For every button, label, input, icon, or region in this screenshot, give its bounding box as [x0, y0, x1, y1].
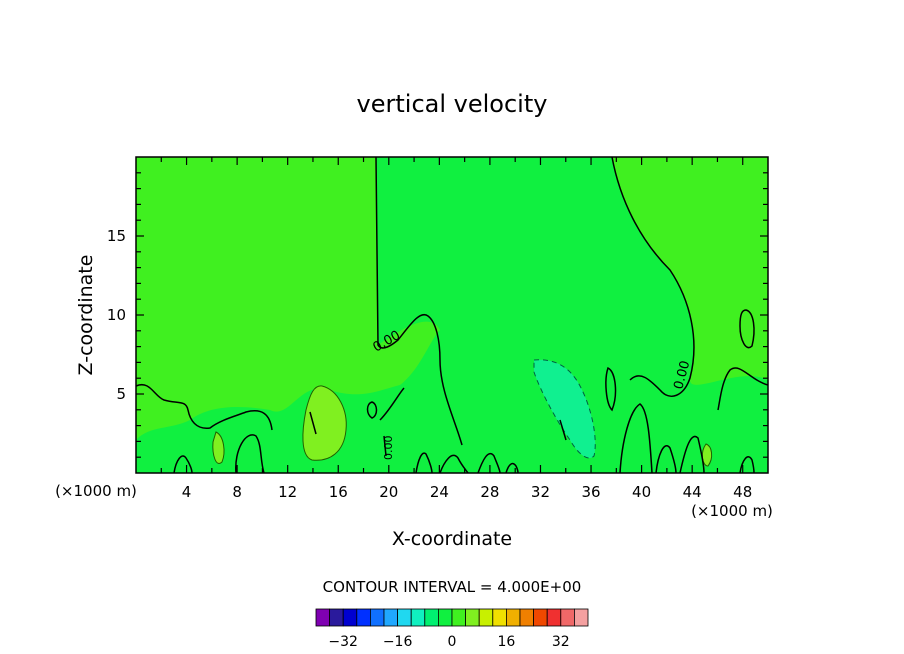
- contour-bottom-9: [679, 435, 705, 474]
- contour-interval-text: CONTOUR INTERVAL = 4.000E+00: [323, 578, 582, 596]
- zero-contour-left: [135, 383, 273, 431]
- colorbar-tick-label: 16: [497, 634, 515, 650]
- colorbar-tick-label: 0: [448, 634, 457, 650]
- colorbar-swatch: [397, 608, 412, 627]
- contour-tick-1: [379, 387, 405, 421]
- updraft-region: [302, 385, 347, 461]
- colorbar-swatch: [356, 608, 371, 627]
- x-unit-label-left: (×1000 m): [55, 482, 137, 500]
- x-tick-label: 24: [430, 483, 449, 501]
- colorbar-swatch: [546, 608, 562, 627]
- contour-bottom-8: [655, 445, 677, 474]
- plot-area: 0.00 0.00 0.00: [135, 156, 769, 474]
- zero-contour-right: [611, 156, 695, 397]
- colorbar-swatch: [437, 608, 453, 627]
- contour-label-2: 0.00: [671, 359, 693, 391]
- colorbar-swatch: [383, 608, 399, 627]
- colorbar-swatch: [451, 608, 467, 627]
- updraft-region-small: [212, 431, 225, 464]
- x-tick-label: 8: [232, 483, 242, 501]
- colorbar-swatch: [560, 608, 575, 627]
- zero-contour-far-right: [717, 367, 769, 411]
- colorbar-swatch: [329, 608, 344, 627]
- x-tick-label: 4: [182, 483, 192, 501]
- contour-bottom-5: [477, 452, 501, 474]
- colorbar-swatch: [369, 608, 385, 627]
- contour-bottom-3: [415, 452, 433, 474]
- x-tick-label: 44: [683, 483, 702, 501]
- contour-bottom-4: [439, 454, 469, 474]
- colorbar-swatch: [424, 608, 439, 627]
- x-tick-label: 40: [632, 483, 651, 501]
- colorbar-swatch: [410, 608, 426, 627]
- colorbar-swatch: [478, 608, 494, 627]
- x-tick-label: 48: [733, 483, 752, 501]
- contour-bottom-7: [619, 403, 653, 474]
- updraft-region-right: [701, 443, 713, 467]
- colorbar-swatch: [492, 608, 507, 627]
- x-axis-label: X-coordinate: [392, 528, 512, 550]
- contour-loop-right: [739, 309, 755, 349]
- contour-bottom-1: [173, 455, 193, 474]
- colorbar-tick-label: −16: [383, 634, 413, 650]
- colorbar-swatch: [574, 608, 589, 627]
- x-tick-label: 36: [581, 483, 600, 501]
- chart-title: vertical velocity: [357, 90, 548, 118]
- y-axis-label: Z-coordinate: [75, 255, 97, 376]
- y-tick-label: 10: [107, 306, 126, 324]
- x-tick-label: 16: [329, 483, 348, 501]
- zero-contour-main: [375, 156, 463, 446]
- colorbar-tick-label: 32: [552, 634, 570, 650]
- contour-bottom-10: [739, 456, 755, 474]
- contour-bottom-2: [235, 434, 265, 474]
- x-tick-label: 32: [531, 483, 550, 501]
- y-tick-label: 15: [107, 227, 126, 245]
- contour-small-1: [605, 366, 617, 412]
- y-tick-label: 5: [116, 385, 126, 403]
- colorbar: −32 −16 0 16 32: [315, 608, 589, 650]
- x-tick-label: 20: [379, 483, 398, 501]
- x-tick-label: 12: [278, 483, 297, 501]
- colorbar-tick-label: −32: [328, 634, 358, 650]
- colorbar-swatch: [519, 608, 535, 627]
- downdraft-region: [533, 359, 596, 459]
- colorbar-swatch: [505, 608, 521, 627]
- colorbar-swatch: [342, 608, 358, 627]
- contour-streak: [309, 411, 567, 457]
- contour-small-2: [366, 401, 378, 419]
- near-zero-region: [136, 157, 768, 473]
- colorbar-swatch: [465, 608, 480, 627]
- x-tick-label: 28: [480, 483, 499, 501]
- contour-label-3: 0.00: [382, 436, 395, 461]
- colorbar-swatch: [533, 608, 548, 627]
- colorbar-swatch: [315, 608, 331, 627]
- x-unit-label-right: (×1000 m): [691, 502, 773, 520]
